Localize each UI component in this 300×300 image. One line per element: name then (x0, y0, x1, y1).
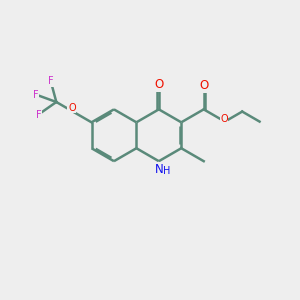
Text: H: H (163, 166, 170, 176)
Text: O: O (220, 114, 228, 124)
Text: O: O (199, 79, 208, 92)
Text: F: F (36, 110, 41, 119)
Text: O: O (68, 103, 76, 112)
Text: F: F (33, 90, 39, 100)
Text: N: N (154, 163, 163, 176)
Text: F: F (48, 76, 53, 86)
Text: O: O (154, 78, 164, 91)
